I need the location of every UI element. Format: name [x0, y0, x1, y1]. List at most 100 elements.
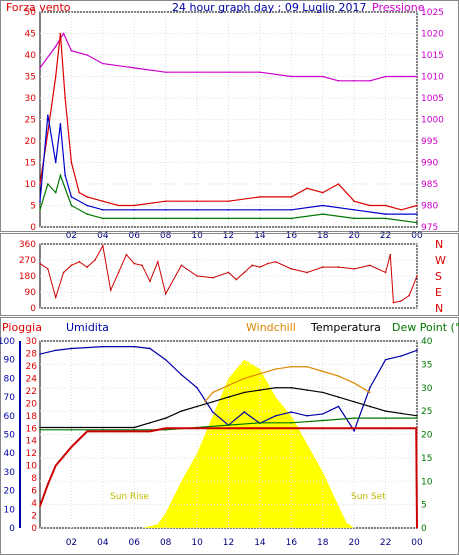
data-point	[70, 161, 73, 164]
data-point	[416, 417, 418, 419]
data-point	[196, 386, 198, 389]
y-left-tick: 25	[25, 116, 36, 126]
data-point	[243, 377, 246, 380]
data-point	[39, 505, 41, 507]
data-point	[321, 213, 324, 215]
data-point	[384, 213, 387, 215]
data-point	[274, 386, 277, 389]
data-point	[384, 427, 387, 430]
data-point	[235, 278, 238, 281]
compass-label: N	[435, 238, 443, 251]
left-axis-label-1: Forza vento	[6, 1, 71, 14]
data-point	[259, 266, 261, 268]
humidity-tick: 100	[0, 337, 15, 347]
y-right-tick: 1025	[421, 8, 444, 18]
data-point	[227, 396, 230, 398]
data-point	[227, 384, 230, 387]
data-point	[164, 417, 167, 419]
data-point	[94, 259, 96, 261]
x-tick: 06	[129, 231, 141, 241]
data-point	[117, 430, 120, 433]
data-point	[47, 183, 49, 185]
data-point	[109, 289, 112, 292]
data-point	[164, 217, 167, 220]
data-point	[400, 209, 403, 211]
data-point	[102, 345, 104, 348]
data-point	[416, 527, 418, 529]
data-point	[164, 200, 167, 202]
data-point	[39, 262, 41, 265]
x-tick: 12	[223, 538, 234, 548]
data-point	[290, 209, 293, 211]
y-tick: 180	[19, 272, 36, 282]
rain-tick: 6	[31, 487, 37, 497]
humidity-tick: 0	[9, 524, 15, 534]
y-tick: 90	[25, 288, 37, 298]
legend-temperature: Temperatura	[310, 321, 381, 334]
rain-tick: 12	[26, 449, 37, 459]
x-tick: 10	[191, 231, 203, 241]
data-point	[321, 370, 324, 373]
data-point	[133, 67, 136, 69]
data-point	[321, 413, 324, 415]
rain-axis-label: Pioggia	[2, 321, 42, 334]
x-tick: 16	[286, 538, 298, 548]
data-point	[70, 426, 73, 429]
data-point	[392, 301, 395, 304]
y-right-tick: 1020	[421, 30, 444, 40]
rain-tick: 10	[26, 462, 38, 472]
x-tick: 00	[411, 231, 423, 241]
data-point	[290, 196, 293, 198]
data-point	[83, 433, 85, 436]
sunset-label: Sun Set	[351, 492, 386, 502]
y-left-tick: 10	[25, 180, 37, 190]
data-point	[369, 386, 371, 389]
rain-tick: 0	[31, 524, 37, 534]
x-tick: 18	[317, 538, 329, 548]
data-point	[274, 368, 277, 370]
x-tick: 06	[129, 538, 141, 548]
data-point	[416, 275, 418, 277]
data-point	[133, 209, 136, 211]
data-point	[102, 200, 104, 202]
data-point	[384, 204, 387, 207]
data-point	[259, 217, 261, 220]
data-point	[164, 209, 167, 211]
data-point	[306, 187, 308, 190]
data-point	[164, 429, 167, 431]
x-tick: 00	[411, 538, 423, 548]
x-tick: 18	[317, 231, 329, 241]
y-left-tick: 5	[30, 202, 36, 212]
data-point	[102, 244, 104, 247]
data-point	[149, 280, 151, 283]
y-right-tick: 975	[421, 223, 438, 233]
temp-tick: 10	[421, 477, 433, 487]
data-point	[369, 405, 371, 408]
data-point	[353, 417, 355, 419]
data-point	[416, 415, 418, 417]
data-point	[353, 200, 355, 202]
rain-tick: 8	[31, 474, 37, 484]
legend-windchill: Windchill	[246, 321, 296, 334]
data-point	[211, 391, 214, 394]
data-point	[416, 349, 418, 352]
legend-dew-point: Dew Point (°C	[392, 321, 459, 334]
y-tick: 270	[19, 256, 36, 266]
data-point	[408, 294, 410, 297]
data-point	[86, 266, 88, 268]
y-right-tick: 1000	[421, 116, 444, 126]
data-point	[70, 347, 73, 350]
data-point	[259, 422, 261, 424]
data-point	[62, 32, 65, 35]
data-point	[337, 183, 340, 185]
y-right-tick: 1015	[421, 51, 444, 61]
data-point	[117, 271, 120, 274]
data-point	[196, 405, 198, 408]
data-point	[384, 358, 387, 361]
data-point	[337, 396, 340, 398]
humidity-tick: 30	[4, 468, 16, 478]
data-point	[321, 391, 324, 394]
data-point	[266, 262, 269, 265]
x-tick: 04	[97, 538, 109, 548]
sunrise-label: Sun Rise	[110, 492, 149, 502]
